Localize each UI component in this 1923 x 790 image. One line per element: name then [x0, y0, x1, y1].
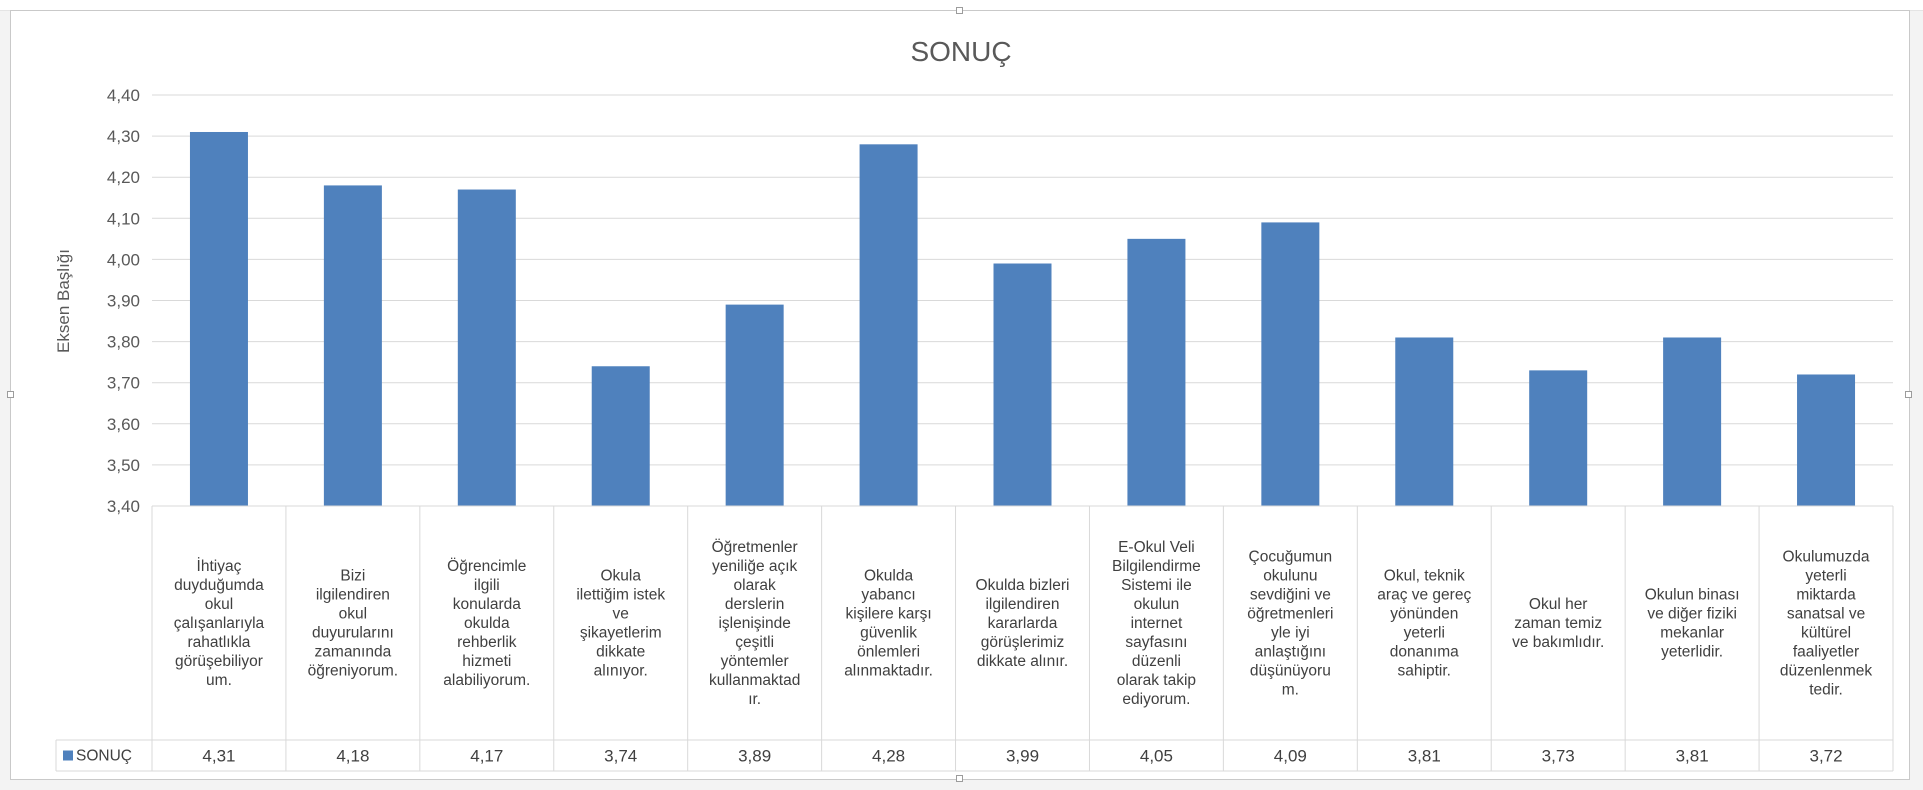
resize-handle-left[interactable]	[7, 391, 14, 398]
resize-handle-right[interactable]	[1905, 391, 1912, 398]
bar-chart: SONUÇ Eksen Başlığı 3,40 3,50 3,60 3,70 3,80…	[54, 36, 1894, 772]
bar	[1663, 337, 1722, 506]
bar	[1529, 370, 1588, 506]
bar	[591, 366, 650, 506]
bar	[1395, 337, 1454, 506]
resize-handle-bottom[interactable]	[956, 775, 963, 782]
bar	[725, 304, 784, 506]
y-tick-label: 3,90	[107, 292, 140, 311]
data-label: 3,99	[1006, 747, 1039, 766]
data-label: 4,18	[336, 747, 369, 766]
chart-title: SONUÇ	[910, 36, 1011, 67]
category-label: Okul, teknik araç ve gereç yönünden yeterli…	[1377, 568, 1471, 680]
y-tick-label: 3,40	[107, 497, 140, 516]
category-label: Okulda bizleri ilgilendiren kararlarda görü…	[976, 577, 1070, 670]
category-label: Okula ilettiğim istek ve şikayetlerim dikkat…	[576, 568, 665, 680]
legend-swatch	[63, 750, 73, 761]
bar	[323, 185, 382, 507]
y-tick-label: 4,20	[107, 168, 140, 187]
bar	[1127, 238, 1186, 506]
y-tick-label: 4,30	[107, 127, 140, 146]
category-label: Çocuğumun okulunu sevdiğini ve öğretmenleri…	[1247, 549, 1333, 699]
data-label: 4,05	[1140, 747, 1173, 766]
data-label: 3,81	[1408, 747, 1441, 766]
category-label: Öğrencimle ilgili konularda okulda rehberlik…	[443, 557, 530, 689]
category-label: E-Okul Veli Bilgilendirme Sistemi ile okulu…	[1112, 539, 1201, 708]
data-label: 4,09	[1274, 747, 1307, 766]
category-label: Bizi ilgilendiren okul duyurularını zamanınd…	[308, 568, 398, 680]
gridlines: 3,40 3,50 3,60 3,70 3,80 3,90 4,00 4,10 4,20 4,30…	[107, 86, 1893, 516]
bar	[1261, 222, 1320, 506]
data-label: 4,31	[202, 747, 235, 766]
category-label: Öğretmenler yeniliğe açık olarak derslerin i…	[709, 538, 800, 708]
y-tick-label: 4,40	[107, 86, 140, 105]
category-label: İhtiyaç duyduğumda okul çalışanlarıyla rahat…	[174, 557, 265, 689]
data-label: 3,81	[1676, 747, 1709, 766]
category-label: Okulda yabancı kişilere karşı güvenlik önlem…	[844, 568, 933, 680]
bar	[859, 144, 918, 506]
y-tick-label: 3,60	[107, 415, 140, 434]
bar	[1797, 374, 1856, 506]
y-tick-label: 4,00	[107, 250, 140, 269]
data-label: 3,74	[604, 747, 637, 766]
y-tick-label: 4,10	[107, 209, 140, 228]
bar	[993, 263, 1052, 506]
y-tick-label: 3,50	[107, 456, 140, 475]
data-label: 3,89	[738, 747, 771, 766]
category-label: Okul her zaman temiz ve bakımlıdır.	[1512, 596, 1604, 651]
resize-handle-top[interactable]	[956, 7, 963, 14]
chart-frame[interactable]: SONUÇ Eksen Başlığı 3,40 3,50 3,60 3,70 3,80…	[7, 7, 1912, 782]
legend-series-name: SONUÇ	[76, 748, 132, 765]
bars	[189, 131, 1856, 507]
y-axis-title: Eksen Başlığı	[54, 249, 73, 353]
category-label: Okulun binası ve diğer fiziki mekanlar yete…	[1645, 587, 1740, 661]
data-label: 4,28	[872, 747, 905, 766]
data-label: 4,17	[470, 747, 503, 766]
data-label: 3,72	[1809, 747, 1842, 766]
bar	[189, 131, 248, 506]
y-tick-label: 3,70	[107, 374, 140, 393]
bar	[457, 189, 516, 506]
category-label: Okulumuzda yeterli miktarda sanatsal ve kült…	[1780, 549, 1872, 699]
y-tick-label: 3,80	[107, 333, 140, 352]
data-table: İhtiyaç duyduğumda okul çalışanlarıyla rahat…	[55, 505, 1894, 772]
data-label: 3,73	[1542, 747, 1575, 766]
